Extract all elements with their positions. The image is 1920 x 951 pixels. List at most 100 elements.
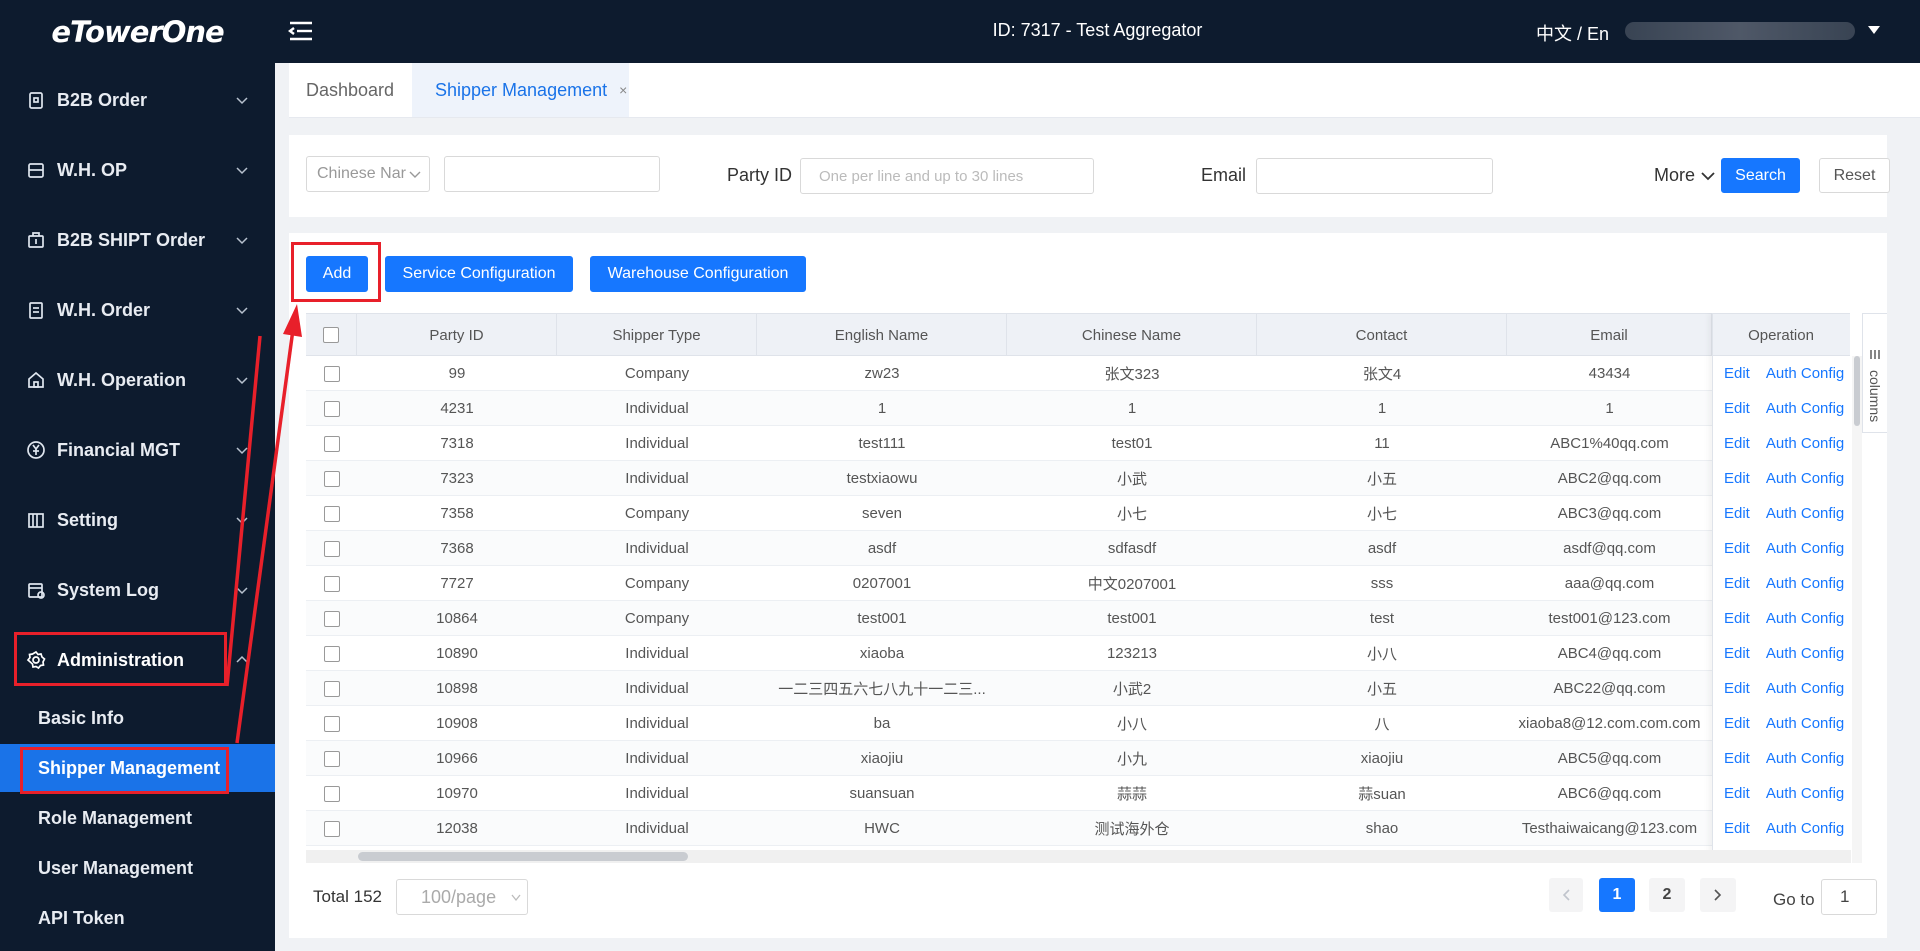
edit-link[interactable]: Edit [1724, 435, 1750, 452]
edit-link[interactable]: Edit [1724, 680, 1750, 697]
edit-link[interactable]: Edit [1724, 645, 1750, 662]
sidebar-item-financial-mgt[interactable]: Financial MGT [0, 420, 275, 480]
row-checkbox[interactable] [323, 470, 340, 487]
english-name-cell: xiaojiu [860, 750, 904, 767]
row-checkbox[interactable] [323, 610, 340, 627]
edit-link[interactable]: Edit [1724, 470, 1750, 487]
edit-link[interactable]: Edit [1724, 785, 1750, 802]
user-name-blurred[interactable] [1625, 22, 1855, 40]
column-header[interactable]: Party ID [357, 314, 557, 356]
auth-config-link[interactable]: Auth Config [1765, 820, 1845, 837]
row-checkbox[interactable] [323, 785, 340, 802]
row-checkbox[interactable] [323, 575, 340, 592]
column-header[interactable]: English Name [757, 314, 1007, 356]
horizontal-scrollbar[interactable] [306, 850, 1851, 863]
auth-config-link[interactable]: Auth Config [1765, 680, 1845, 697]
reset-button[interactable]: Reset [1819, 158, 1890, 193]
row-checkbox[interactable] [323, 820, 340, 837]
email-cell: ABC2@qq.com [1557, 470, 1662, 487]
email-cell: asdf@qq.com [1563, 540, 1656, 557]
next-page-button[interactable] [1700, 878, 1736, 912]
auth-config-link[interactable]: Auth Config [1765, 400, 1845, 417]
auth-config-link[interactable]: Auth Config [1765, 750, 1845, 767]
auth-config-link[interactable]: Auth Config [1765, 435, 1845, 452]
service-configuration-button[interactable]: Service Configuration [385, 256, 573, 292]
auth-config-link[interactable]: Auth Config [1765, 575, 1845, 592]
edit-link[interactable]: Edit [1724, 505, 1750, 522]
edit-link[interactable]: Edit [1724, 610, 1750, 627]
row-checkbox[interactable] [323, 680, 340, 697]
sidebar-sub-user-management[interactable]: User Management [0, 844, 275, 892]
page-size-select[interactable]: 100/page [396, 879, 528, 915]
auth-config-link[interactable]: Auth Config [1765, 785, 1845, 802]
edit-link[interactable]: Edit [1724, 575, 1750, 592]
edit-link[interactable]: Edit [1724, 715, 1750, 732]
party-id-cell: 10864 [436, 610, 478, 627]
sidebar-sub-api-token[interactable]: API Token [0, 894, 275, 942]
auth-config-link[interactable]: Auth Config [1765, 645, 1845, 662]
column-header[interactable]: Email [1507, 314, 1712, 356]
language-switch[interactable]: 中文 / En [1536, 24, 1610, 44]
row-checkbox[interactable] [323, 645, 340, 662]
app-logo[interactable]: eTowerOne [51, 14, 224, 49]
row-checkbox[interactable] [323, 365, 340, 382]
edit-link[interactable]: Edit [1724, 540, 1750, 557]
row-checkbox[interactable] [323, 505, 340, 522]
edit-link[interactable]: Edit [1724, 750, 1750, 767]
row-checkbox[interactable] [323, 715, 340, 732]
add-button[interactable]: Add [306, 256, 368, 292]
select-all-checkbox[interactable] [323, 327, 339, 343]
column-header[interactable]: Shipper Type [557, 314, 757, 356]
scroll-thumb[interactable] [358, 852, 688, 861]
sidebar-item-setting[interactable]: Setting [0, 490, 275, 550]
row-checkbox[interactable] [323, 400, 340, 417]
goto-page-input[interactable]: 1 [1821, 879, 1877, 915]
auth-config-link[interactable]: Auth Config [1765, 610, 1845, 627]
edit-link[interactable]: Edit [1724, 365, 1750, 382]
edit-link[interactable]: Edit [1724, 820, 1750, 837]
menu-fold-icon[interactable] [286, 18, 316, 44]
party-id-cell: 7368 [440, 540, 474, 557]
prev-page-button[interactable] [1549, 878, 1583, 912]
sidebar-sub-basic-info[interactable]: Basic Info [0, 694, 275, 742]
sidebar-item-b2b-shipt-order[interactable]: B2B SHIPT Order [0, 210, 275, 270]
sidebar-item-wh-order[interactable]: W.H. Order [0, 280, 275, 340]
operation-cell: Edit Auth Config [1712, 426, 1850, 461]
edit-link[interactable]: Edit [1724, 400, 1750, 417]
auth-config-link[interactable]: Auth Config [1765, 365, 1845, 382]
search-value-input[interactable] [444, 156, 660, 192]
search-field-select[interactable]: Chinese Nar [306, 156, 430, 192]
party-id-textarea[interactable]: One per line and up to 30 lines [800, 158, 1094, 194]
scroll-thumb[interactable] [1854, 356, 1860, 426]
auth-config-link[interactable]: Auth Config [1765, 540, 1845, 557]
email-input[interactable] [1256, 158, 1493, 194]
tab-shipper-management[interactable]: Shipper Management × [412, 63, 629, 117]
sidebar-item-administration[interactable]: Administration [0, 630, 275, 690]
user-dropdown-icon[interactable] [1868, 26, 1880, 34]
sidebar-item-wh-operation[interactable]: W.H. Operation [0, 350, 275, 410]
vertical-scrollbar[interactable] [1852, 356, 1862, 863]
column-header[interactable]: Contact [1257, 314, 1507, 356]
auth-config-link[interactable]: Auth Config [1765, 505, 1845, 522]
page-1-button[interactable]: 1 [1599, 878, 1635, 912]
search-button[interactable]: Search [1721, 158, 1800, 193]
row-checkbox[interactable] [323, 750, 340, 767]
table-row: 10966 Individual xiaojiu 小九 xiaojiu ABC5@qq.c… [306, 741, 1850, 776]
auth-config-link[interactable]: Auth Config [1765, 470, 1845, 487]
sidebar-item-wh-op[interactable]: W.H. OP [0, 140, 275, 200]
english-name-cell: ba [873, 715, 891, 732]
sidebar-sub-role-management[interactable]: Role Management [0, 794, 275, 842]
sidebar-sub-shipper-management[interactable]: Shipper Management [0, 744, 275, 792]
sidebar-item-b2b-order[interactable]: B2B Order [0, 70, 275, 130]
sidebar-item-system-log[interactable]: System Log [0, 560, 275, 620]
tab-dashboard[interactable]: Dashboard [289, 63, 411, 117]
page-2-button[interactable]: 2 [1649, 878, 1685, 912]
column-header[interactable]: Chinese Name [1007, 314, 1257, 356]
auth-config-link[interactable]: Auth Config [1765, 715, 1845, 732]
row-checkbox[interactable] [323, 540, 340, 557]
close-icon[interactable]: × [619, 82, 628, 98]
row-checkbox[interactable] [323, 435, 340, 452]
warehouse-configuration-button[interactable]: Warehouse Configuration [590, 256, 806, 292]
more-toggle[interactable]: More [1654, 165, 1715, 186]
columns-toggle[interactable]: columns [1862, 313, 1887, 433]
